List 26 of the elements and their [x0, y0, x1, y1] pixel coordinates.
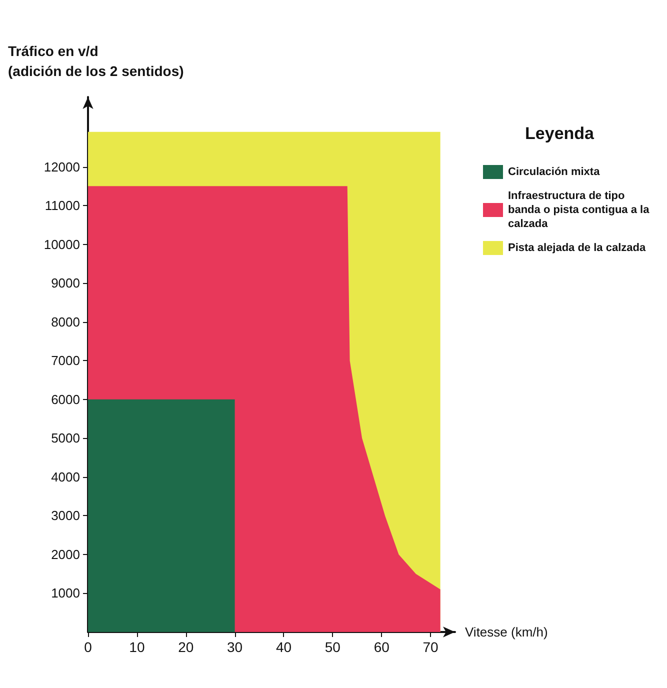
- x-tick-label: 50: [324, 639, 341, 655]
- x-tick-label: 60: [374, 639, 390, 655]
- y-tick-label: 1000: [51, 586, 80, 601]
- y-tick-label: 8000: [51, 314, 80, 330]
- y-tick-label: 11000: [44, 198, 80, 214]
- y-tick-label: 9000: [51, 276, 80, 291]
- legend-title: Leyenda: [525, 124, 595, 143]
- y-tick-label: 7000: [51, 353, 80, 368]
- x-tick-label: 20: [178, 639, 194, 655]
- legend-label: Pista alejada de la calzada: [508, 242, 646, 254]
- y-tick-label: 2000: [51, 546, 80, 562]
- x-tick-label: 40: [276, 639, 292, 655]
- legend-label: Infraestructura de tipo banda o pista contigua a la calzada: [508, 190, 652, 230]
- legend-label: Circulación mixta: [508, 166, 601, 178]
- y-tick-label: 6000: [51, 392, 80, 407]
- x-tick-label: 10: [129, 639, 145, 655]
- x-tick-label: 30: [227, 639, 243, 655]
- x-tick-label: 70: [422, 639, 439, 655]
- y-tick-label: 4000: [51, 469, 80, 484]
- y-tick-label: 3000: [51, 508, 80, 524]
- y-axis-title: Tráfico en v/d (adición de los 2 sentidos): [8, 43, 184, 79]
- y-tick-label: 5000: [51, 430, 80, 446]
- y-tick-label: 10000: [44, 236, 80, 252]
- y-tick-label: 12000: [44, 159, 80, 174]
- x-axis-title: Vitesse (km/h): [465, 624, 548, 640]
- x-tick-label: 0: [84, 639, 92, 655]
